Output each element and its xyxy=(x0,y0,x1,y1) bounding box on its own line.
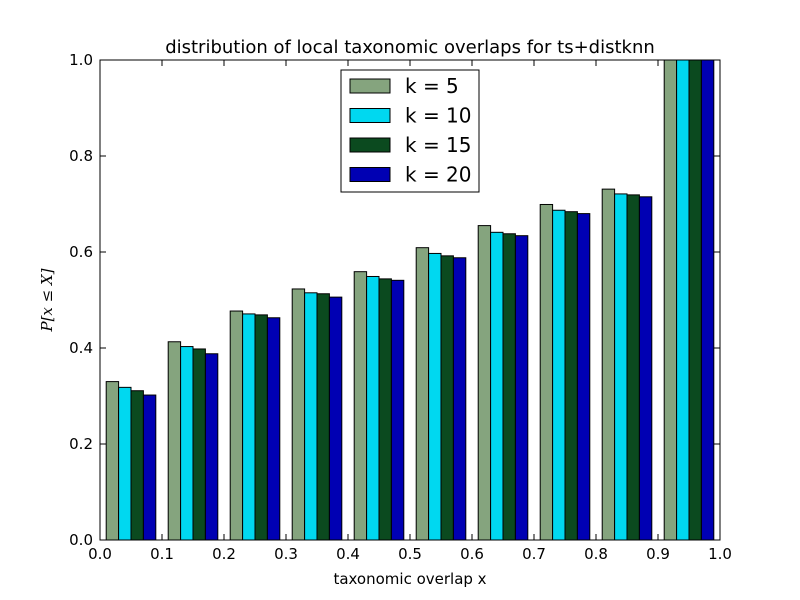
x-tick-label: 1.0 xyxy=(708,545,732,563)
bar xyxy=(626,194,640,541)
legend-swatch xyxy=(349,78,391,94)
x-tick-label: 0.8 xyxy=(584,545,608,563)
y-tick-label: 1.0 xyxy=(69,51,93,69)
bar xyxy=(539,203,554,541)
bar xyxy=(502,233,516,541)
bar xyxy=(676,59,690,541)
legend-label: k = 5 xyxy=(405,74,459,98)
bar xyxy=(477,225,492,541)
x-tick-label: 0.1 xyxy=(150,545,174,563)
y-tick-label: 0.8 xyxy=(69,147,93,165)
bar xyxy=(105,381,120,541)
ticks-group: 0.0 0.1 0.2 0.3 0.4 0.5 0.6 0.7 0.8 0.9 1.0 0.0 0.2 0… xyxy=(69,51,732,563)
y-axis-label: P[x ≤ X] xyxy=(38,268,56,332)
x-tick-label: 0.4 xyxy=(336,545,360,563)
bar xyxy=(316,293,330,541)
bar xyxy=(601,188,616,541)
bar xyxy=(366,275,380,541)
y-tick-label: 0.6 xyxy=(69,243,93,261)
x-tick-label: 0.9 xyxy=(646,545,670,563)
x-tick-label: 0.6 xyxy=(460,545,484,563)
legend-label: k = 15 xyxy=(405,133,472,157)
bar xyxy=(514,235,529,541)
x-tick-label: 0.2 xyxy=(212,545,236,563)
bar xyxy=(167,341,182,541)
bar xyxy=(415,247,430,541)
x-tick-label: 0.7 xyxy=(522,545,546,563)
bar xyxy=(180,346,194,541)
bar xyxy=(490,231,504,541)
bar xyxy=(353,271,368,541)
bar xyxy=(440,255,454,541)
legend-swatch xyxy=(349,108,391,123)
bar xyxy=(564,211,578,541)
bar xyxy=(142,394,157,541)
bar xyxy=(378,278,392,541)
x-axis-label: taxonomic overlap x xyxy=(333,570,486,588)
bar xyxy=(428,252,442,541)
bar xyxy=(266,317,281,541)
y-tick-label: 0.0 xyxy=(69,531,93,549)
bar xyxy=(452,257,467,541)
bar xyxy=(688,59,702,541)
bar xyxy=(192,348,206,541)
x-tick-label: 0.5 xyxy=(398,545,422,563)
y-tick-label: 0.4 xyxy=(69,339,93,357)
bar xyxy=(328,296,343,541)
x-tick-label: 0.3 xyxy=(274,545,298,563)
legend: k = 5 k = 10 k = 15 k = 20 xyxy=(340,69,480,193)
bar xyxy=(552,209,566,541)
bar xyxy=(304,292,318,541)
bar xyxy=(576,213,591,541)
bar xyxy=(242,313,256,541)
legend-swatch xyxy=(349,137,391,153)
legend-swatch xyxy=(349,167,391,182)
bar xyxy=(614,193,628,541)
bar xyxy=(663,59,678,541)
x-tick-label: 0.0 xyxy=(88,545,112,563)
y-tick-label: 0.2 xyxy=(69,435,93,453)
bar xyxy=(390,279,405,541)
legend-label: k = 10 xyxy=(405,104,472,128)
bar xyxy=(118,386,132,541)
bar xyxy=(254,314,268,541)
bar xyxy=(700,59,715,541)
legend-label: k = 20 xyxy=(405,163,472,187)
bar xyxy=(638,196,653,541)
bar xyxy=(291,288,306,541)
bar xyxy=(204,353,219,541)
bar xyxy=(130,390,144,541)
bar xyxy=(229,310,244,541)
chart-title: distribution of local taxonomic overlaps… xyxy=(165,37,655,58)
